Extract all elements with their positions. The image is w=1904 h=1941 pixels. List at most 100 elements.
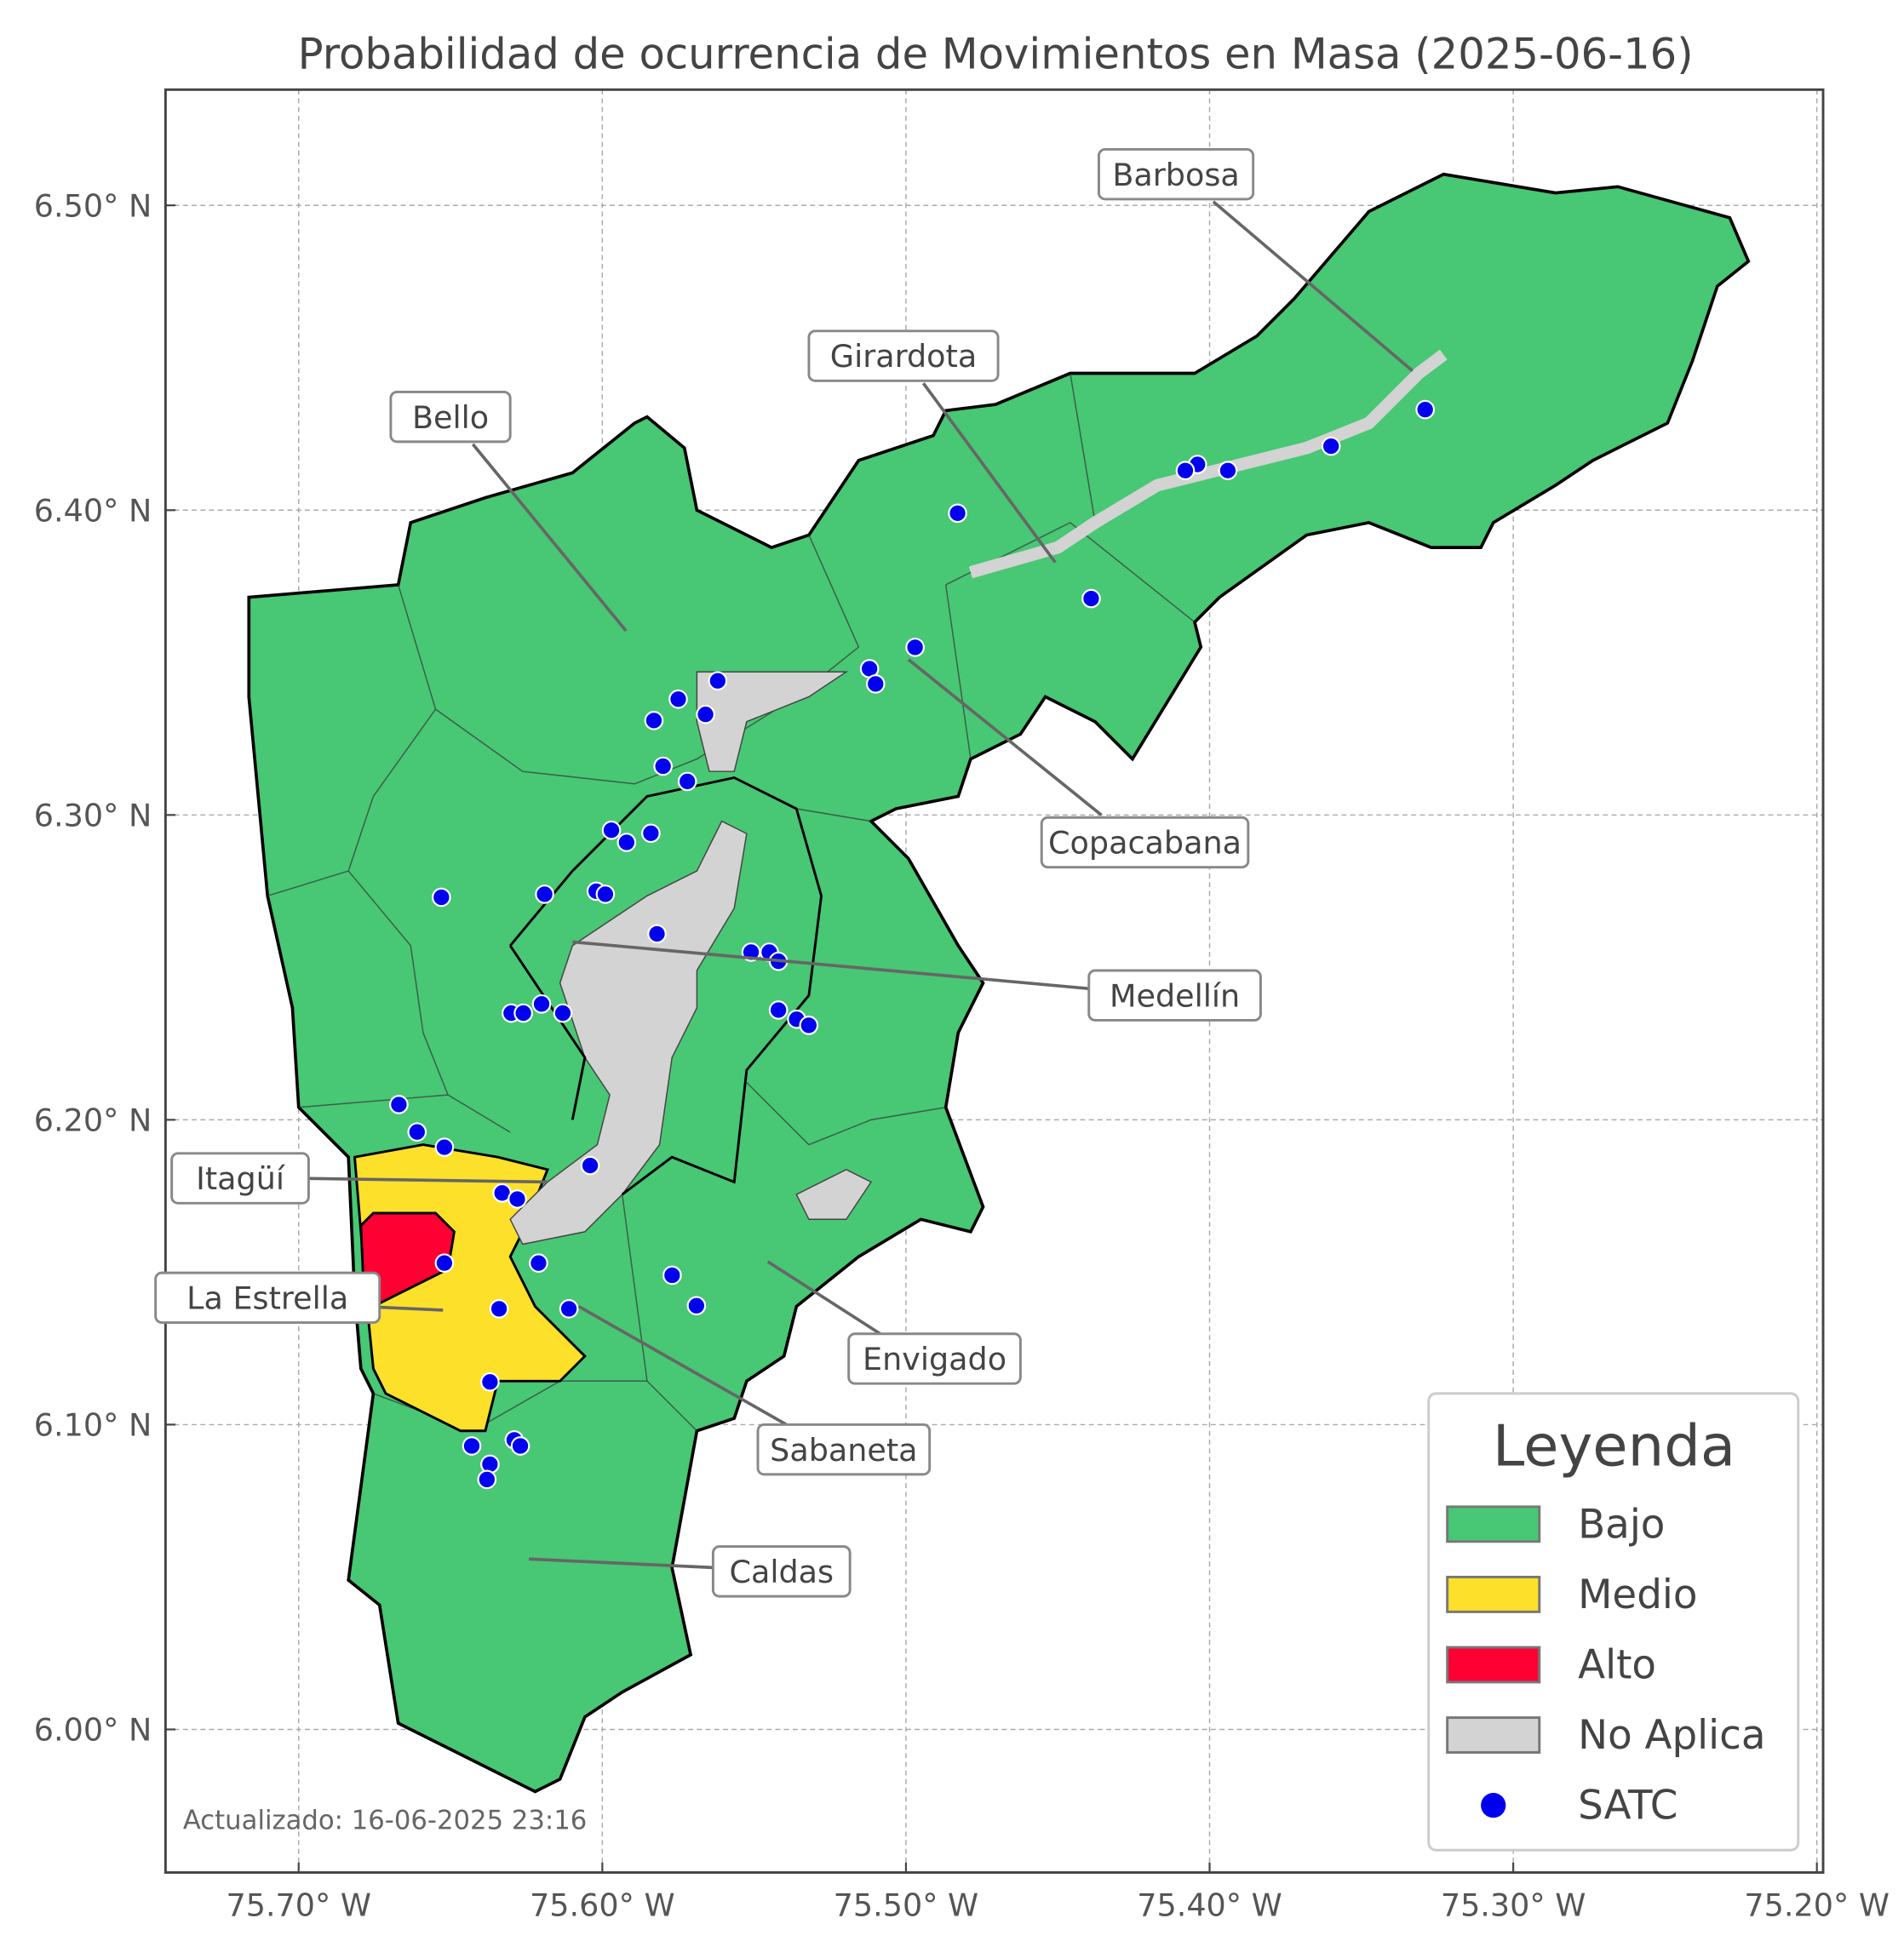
- x-tick-label: 75.50° W: [834, 1887, 979, 1924]
- satc-point: [644, 710, 664, 730]
- region-no-aplica-bello: [696, 671, 849, 772]
- satc-point: [477, 1469, 497, 1490]
- satc-point: [647, 924, 667, 944]
- satc-point: [1415, 399, 1436, 420]
- x-tick-label: 75.30° W: [1441, 1887, 1586, 1924]
- municipal-boundaries: [508, 776, 823, 1196]
- map-frame: [163, 88, 1825, 1875]
- municipality-label: Medellín: [1110, 977, 1240, 1014]
- satc-point: [559, 1299, 579, 1319]
- label-box: [847, 1332, 1022, 1385]
- x-tick-label: 75.20° W: [1744, 1887, 1890, 1924]
- satc-point: [1321, 436, 1341, 456]
- municipality-label: Barbosa: [1112, 157, 1239, 193]
- footer-updated: Actualizado: 16-06-2025 23:16: [183, 1806, 587, 1835]
- satc-point: [389, 1095, 409, 1114]
- satc-point: [434, 1253, 455, 1273]
- x-tick-label: 75.70° W: [226, 1887, 371, 1924]
- satc-point: [865, 674, 886, 694]
- legend-swatch-no-aplica: [1446, 1716, 1541, 1754]
- satc-point: [407, 1122, 427, 1142]
- satc-point: [434, 1137, 455, 1157]
- satc-point: [531, 993, 552, 1014]
- satc-point: [510, 1436, 530, 1456]
- region-no-aplica-valley: [968, 349, 1448, 579]
- x-tick-label: 75.60° W: [530, 1887, 675, 1924]
- municipality-label: Caldas: [729, 1554, 834, 1590]
- y-tick-label: 6.40° N: [34, 492, 152, 529]
- satc-point: [948, 503, 967, 524]
- x-tick-label: 75.40° W: [1137, 1887, 1282, 1924]
- satc-point: [768, 1000, 789, 1020]
- map-regions: [247, 172, 1751, 1794]
- satc-point: [535, 885, 554, 904]
- satc-point: [905, 638, 925, 657]
- map-title: Probabilidad de ocurrencia de Movimiento…: [298, 29, 1694, 78]
- satc-point: [462, 1436, 482, 1456]
- y-tick-label: 6.30° N: [34, 797, 152, 833]
- municipality-label: Copacabana: [1048, 825, 1242, 862]
- label-box: [756, 1423, 932, 1476]
- satc-point: [653, 756, 673, 776]
- satc-point: [1081, 588, 1101, 609]
- legend-swatch-medio: [1446, 1575, 1541, 1613]
- label-box: [1087, 969, 1262, 1022]
- satc-point: [799, 1016, 819, 1035]
- satc-point: [432, 887, 451, 908]
- region-no-aplica-envigado: [795, 1169, 873, 1221]
- internal-boundaries: [267, 373, 1196, 1432]
- legend-label: No Aplica: [1578, 1713, 1765, 1759]
- municipality-label: La Estrella: [186, 1280, 348, 1317]
- y-tick-label: 6.20° N: [34, 1102, 152, 1139]
- label-box: [1040, 816, 1250, 869]
- satc-point: [595, 885, 616, 904]
- satc-point: [677, 771, 697, 792]
- municipality-label: Girardota: [830, 338, 977, 375]
- legend-label: Alto: [1578, 1643, 1656, 1689]
- satc-point: [641, 823, 661, 844]
- label-box: [1097, 147, 1255, 201]
- satc-point: [480, 1371, 500, 1392]
- label-box: [154, 1271, 381, 1325]
- y-tick-label: 6.10° N: [34, 1407, 152, 1444]
- satc-point: [1218, 461, 1238, 481]
- satc-point: [513, 1003, 533, 1023]
- legend-label: SATC: [1578, 1784, 1677, 1829]
- legend-title: Leyenda: [1493, 1413, 1735, 1480]
- label-box: [389, 390, 512, 444]
- satc-point: [696, 704, 715, 724]
- satc-points: [389, 399, 1436, 1490]
- satc-point: [580, 1155, 600, 1176]
- label-box: [807, 329, 1000, 382]
- axis-ticks: 75.70° W 75.60° W 75.50° W 75.40° W 75.30° W…: [34, 187, 1890, 1923]
- y-tick-label: 6.00° N: [34, 1712, 152, 1749]
- municipality-label: Itagüí: [196, 1160, 286, 1197]
- satc-point: [617, 833, 637, 852]
- municipality-labels: Barbosa Girardota Bello Copacabana Medellín I…: [154, 147, 1262, 1598]
- satc-point: [529, 1253, 548, 1273]
- region-bajo: [247, 172, 1751, 1794]
- legend-label: Bajo: [1578, 1502, 1665, 1548]
- satc-point: [686, 1296, 707, 1316]
- satc-point: [668, 689, 688, 709]
- label-box: [711, 1545, 852, 1598]
- legend: Leyenda Bajo Medio Alto No Aplica SATC: [1427, 1392, 1800, 1852]
- satc-point: [1175, 461, 1196, 481]
- legend-marker-satc: [1481, 1793, 1506, 1818]
- satc-point: [708, 671, 728, 691]
- legend-swatch-bajo: [1446, 1505, 1541, 1543]
- annotations: [295, 200, 1414, 1570]
- satc-point: [662, 1265, 682, 1285]
- municipality-label: Bello: [412, 399, 489, 436]
- satc-point: [553, 1003, 573, 1023]
- satc-point: [508, 1189, 527, 1209]
- label-box: [170, 1152, 310, 1205]
- legend-swatch-alto: [1446, 1646, 1541, 1684]
- legend-label: Medio: [1578, 1572, 1697, 1618]
- satc-point: [601, 820, 622, 840]
- municipality-label: Envigado: [863, 1341, 1006, 1377]
- municipality-label: Sabaneta: [770, 1432, 917, 1469]
- y-tick-label: 6.50° N: [34, 187, 152, 224]
- satc-point: [489, 1299, 509, 1319]
